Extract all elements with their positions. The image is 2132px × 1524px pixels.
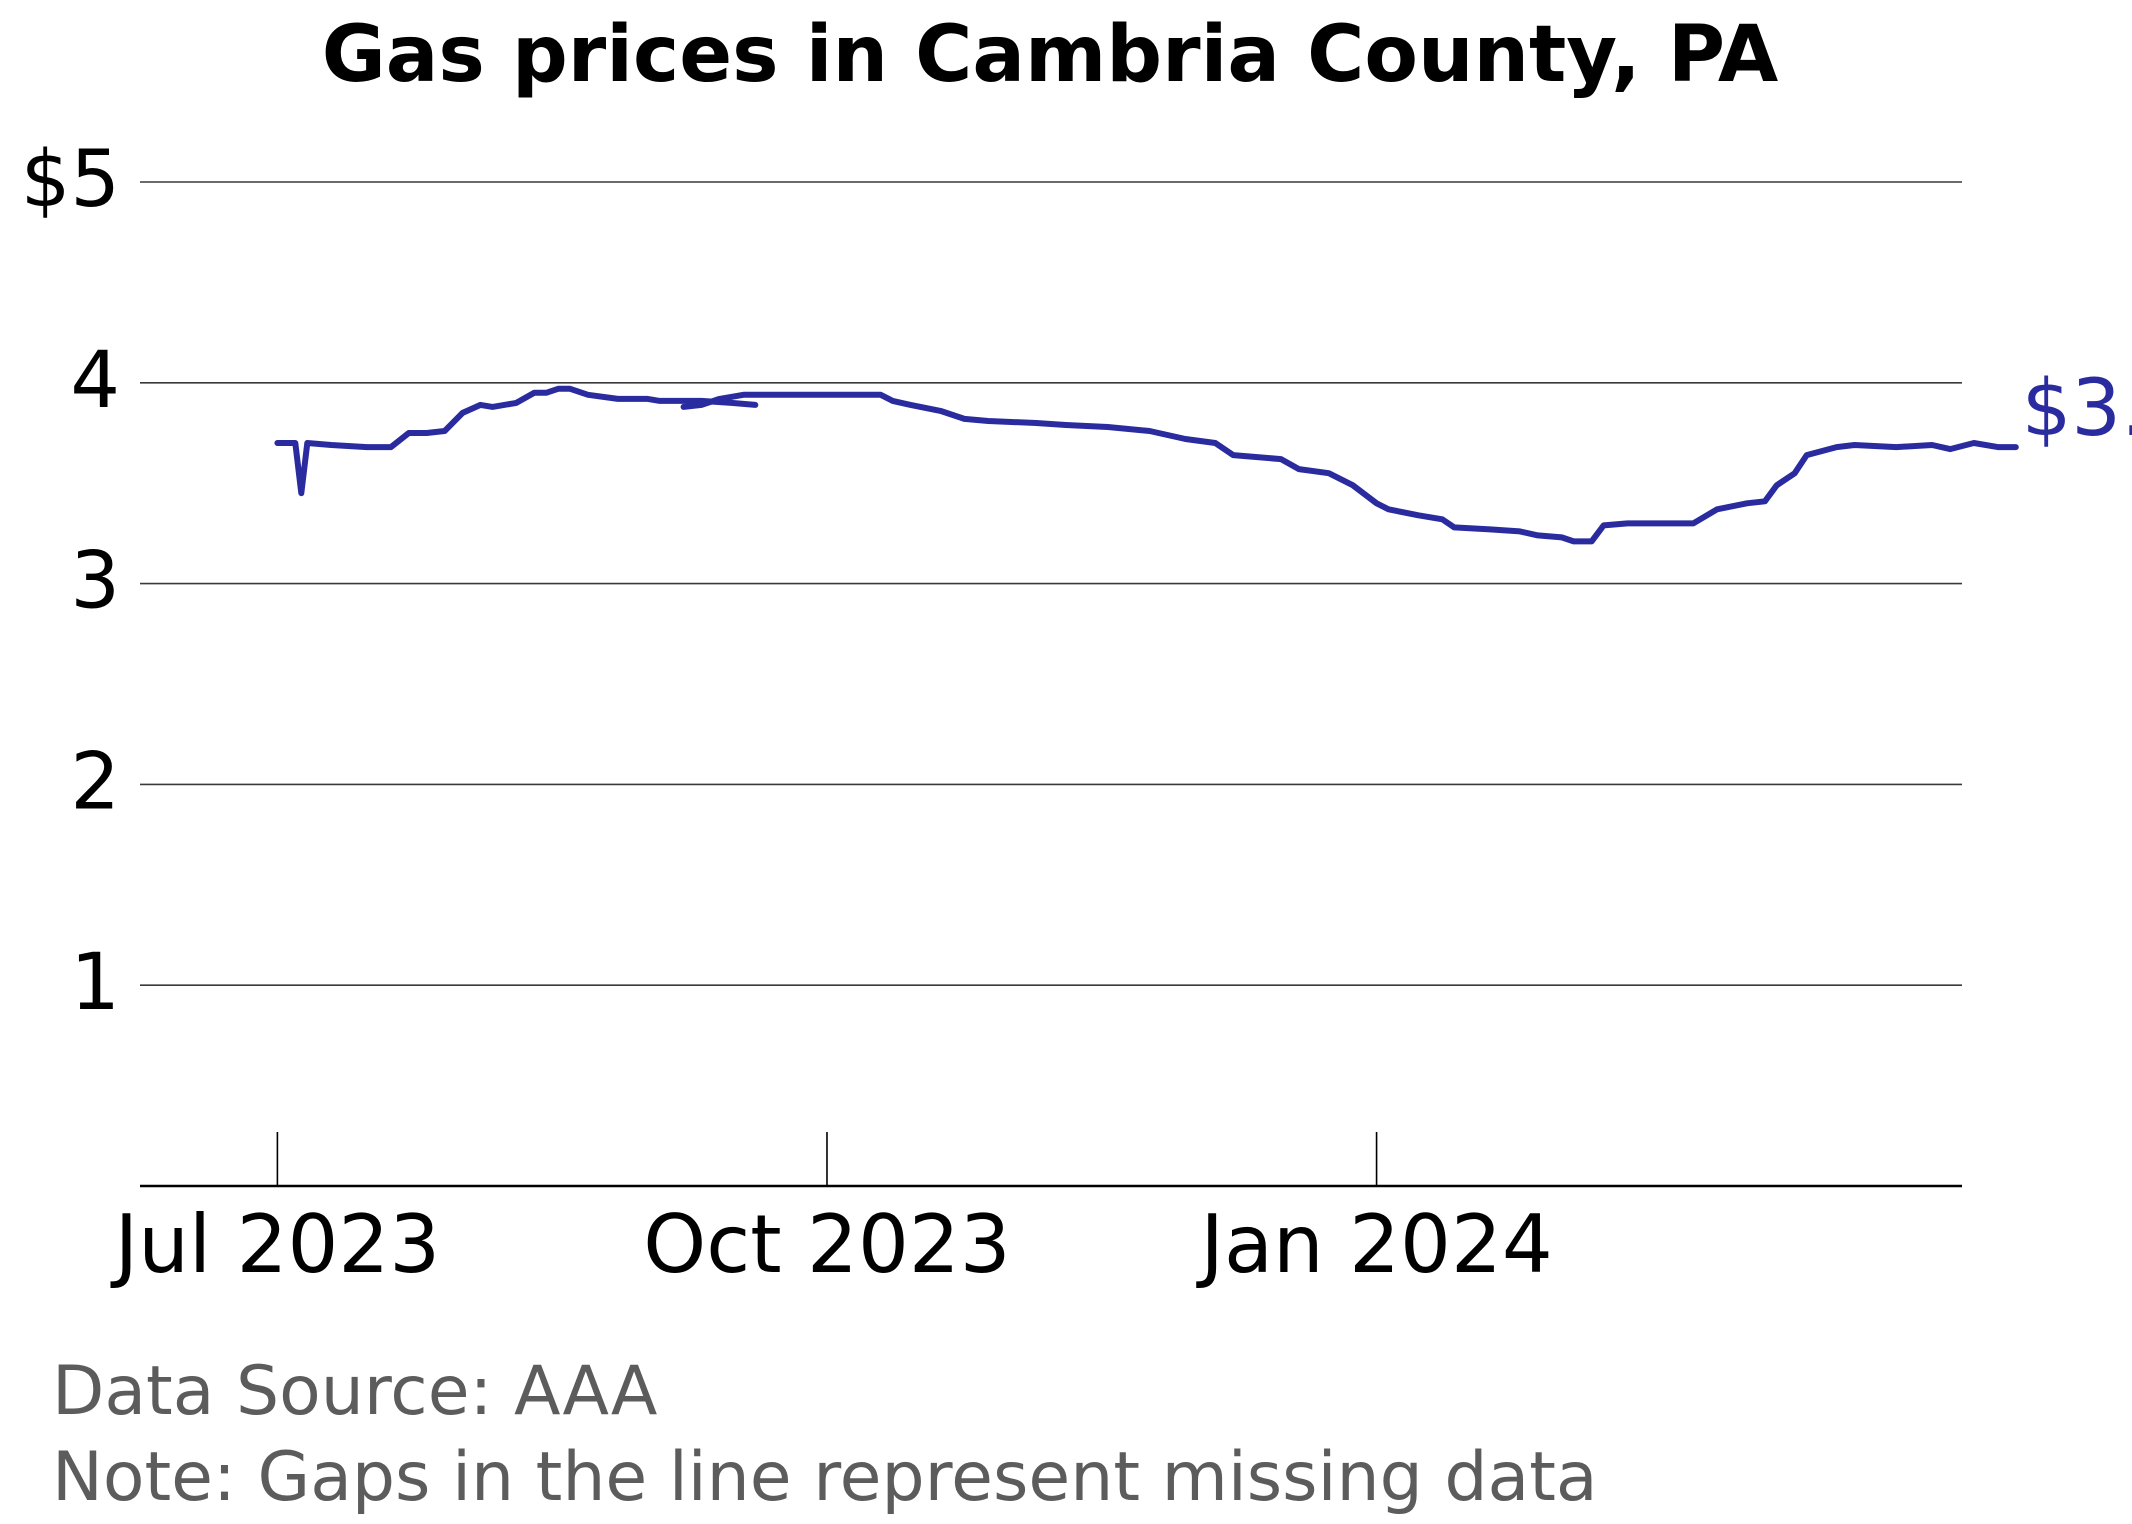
series-line-segment-2 xyxy=(680,391,2019,545)
data-source-note: Data Source: AAA xyxy=(52,1352,658,1431)
y-tick-label: 2 xyxy=(70,737,120,827)
chart-plot: 1 2 3 4 $5 Jul 2023 Oct 2023 Jan 2024 $3.68 xyxy=(21,135,2132,1291)
x-tick-label: Jul 2023 xyxy=(110,1198,441,1291)
x-tick-label: Oct 2023 xyxy=(643,1198,1010,1291)
chart-title: Gas prices in Cambria County, PA xyxy=(321,10,1779,100)
y-tick-label: 4 xyxy=(70,336,120,426)
series-layer: $3.68 xyxy=(274,364,2132,545)
y-tick-label: $5 xyxy=(21,135,120,225)
series-line-segment-1 xyxy=(274,385,759,497)
x-tick-label: Jan 2024 xyxy=(1195,1198,1552,1291)
y-tick-label: 3 xyxy=(70,537,120,627)
x-axis: Jul 2023 Oct 2023 Jan 2024 xyxy=(110,1132,1962,1291)
gridlines xyxy=(140,181,1962,987)
missing-data-note: Note: Gaps in the line represent missing… xyxy=(52,1438,1598,1517)
y-tick-label: 1 xyxy=(70,938,120,1028)
y-axis: 1 2 3 4 $5 xyxy=(21,135,120,1028)
end-value-label: $3.68 xyxy=(2022,364,2132,454)
